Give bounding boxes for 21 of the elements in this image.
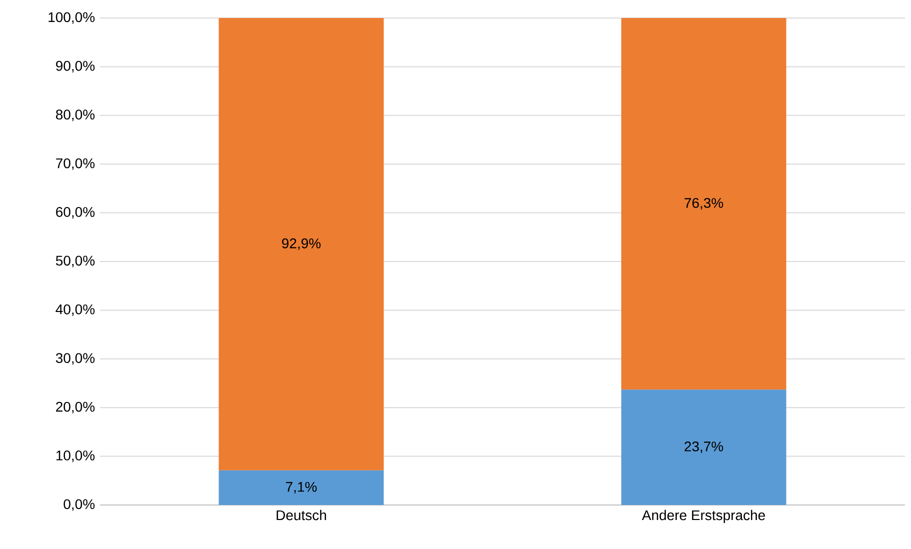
y-tick-label: 60,0% <box>56 207 95 219</box>
data-label: 92,9% <box>282 238 321 250</box>
bar <box>621 390 786 505</box>
data-label: 23,7% <box>684 442 724 454</box>
y-tick-label: 40,0% <box>56 304 95 316</box>
y-tick-label: 50,0% <box>56 256 95 268</box>
x-tick-label: Deutsch <box>276 510 326 520</box>
y-tick-label: 10,0% <box>56 450 95 462</box>
data-label: 7,1% <box>286 482 317 494</box>
bar <box>218 18 384 470</box>
bar <box>621 18 786 390</box>
bar <box>218 470 384 505</box>
x-tick-label: Andere Erstsprache <box>642 510 765 523</box>
y-tick-label: 100,0% <box>48 12 95 24</box>
y-tick-label: 0,0% <box>64 499 95 511</box>
y-tick-label: 90,0% <box>56 60 95 72</box>
y-tick-label: 80,0% <box>56 110 95 122</box>
data-label: 76,3% <box>684 198 724 210</box>
y-tick-label: 20,0% <box>56 402 95 414</box>
y-tick-label: 70,0% <box>56 158 95 170</box>
y-tick-label: 30,0% <box>56 353 95 365</box>
